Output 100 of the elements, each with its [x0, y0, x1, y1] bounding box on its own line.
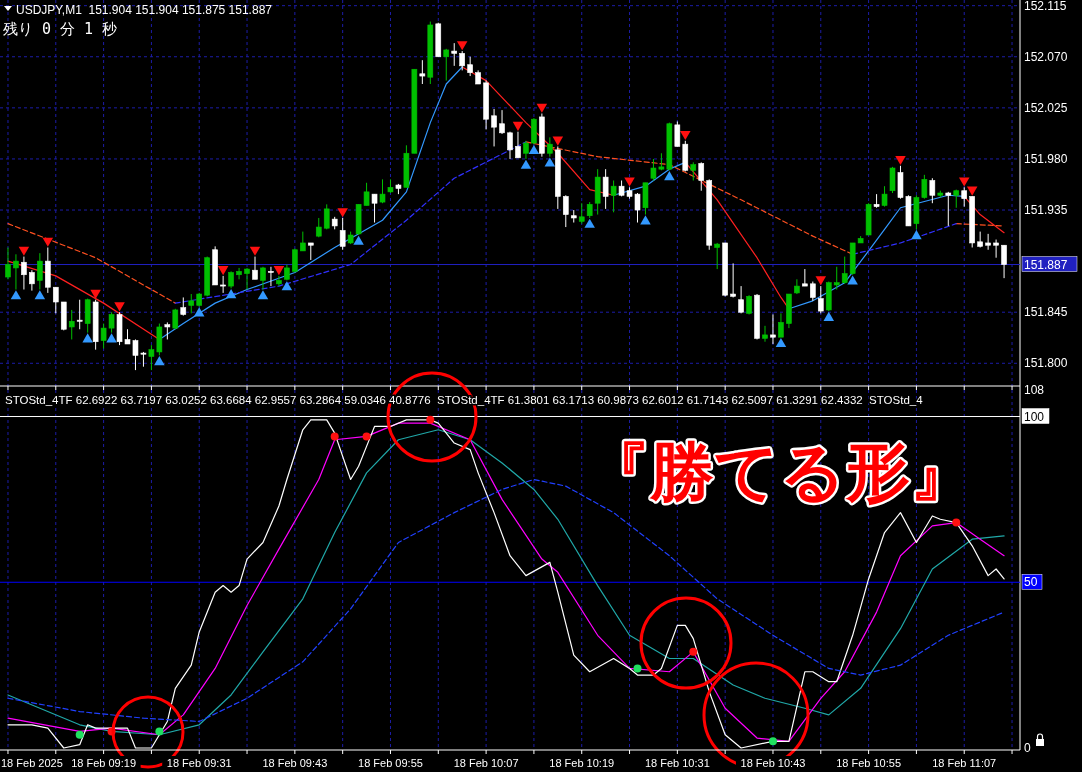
candlestick	[1001, 244, 1007, 279]
y-tick-label: 152.070	[1024, 49, 1068, 64]
candlestick	[491, 108, 497, 147]
candlestick	[714, 242, 720, 270]
x-tick-label: 18 Feb 09:43	[262, 757, 328, 769]
candlestick	[578, 202, 585, 225]
point	[106, 333, 117, 343]
candlestick	[515, 131, 521, 159]
y-tick-label: 151.845	[1024, 305, 1068, 320]
point	[768, 737, 777, 746]
candlestick	[268, 266, 274, 287]
point	[895, 155, 906, 166]
x-tick-label: 18 Feb 11:07	[932, 757, 997, 769]
point	[257, 290, 269, 300]
point	[536, 103, 548, 113]
candlestick	[674, 120, 681, 147]
candlestick	[985, 233, 991, 251]
candlestick	[929, 177, 936, 204]
x-tick-label: 18 Feb 10:55	[836, 757, 902, 769]
candlestick	[29, 269, 35, 292]
point	[337, 208, 348, 218]
candlestick	[610, 180, 617, 213]
candlestick	[833, 266, 840, 290]
x-tick-label: 18 Feb 10:31	[644, 757, 710, 769]
candlestick	[276, 275, 282, 287]
candlestick	[68, 309, 75, 340]
point	[193, 307, 205, 317]
point	[584, 218, 595, 228]
point	[624, 177, 635, 187]
y-tick-label: 152.025	[1024, 100, 1068, 115]
candlestick	[323, 203, 330, 230]
candlestick	[817, 285, 824, 314]
candlestick	[76, 299, 83, 330]
point	[966, 186, 978, 196]
candlestick	[961, 186, 968, 208]
point	[225, 289, 237, 299]
candlestick	[220, 275, 226, 294]
candlestick	[419, 59, 426, 85]
candlestick	[467, 56, 473, 77]
candlestick	[84, 298, 91, 334]
candlestick	[778, 312, 784, 338]
candlestick	[188, 293, 195, 314]
candlestick	[945, 191, 952, 227]
point	[512, 121, 524, 131]
candlestick	[690, 161, 697, 182]
candlestick	[5, 246, 11, 280]
x-tick-label: 18 Feb 09:19	[71, 757, 137, 769]
candlestick	[993, 239, 999, 259]
point	[362, 432, 371, 441]
x-tick-label: 18 Feb 2025	[1, 757, 63, 769]
ref-line-label: 50	[1024, 575, 1038, 590]
y-tick-label: 108	[1024, 383, 1045, 397]
x-tick-label: 18 Feb 09:55	[358, 757, 423, 769]
point	[18, 246, 30, 256]
point	[664, 171, 675, 181]
candlestick	[730, 262, 736, 298]
x-tick-label: 18 Feb 09:31	[166, 757, 232, 769]
candlestick	[180, 296, 187, 317]
candlestick	[499, 109, 505, 135]
candlestick	[762, 325, 768, 343]
ref-line-label: 100	[1024, 409, 1045, 424]
candlestick	[300, 231, 306, 252]
candlestick	[881, 185, 888, 208]
point	[353, 235, 364, 245]
chart-title: USDJPY,M1 151.904 151.904 151.875 151.887	[16, 3, 273, 17]
candlestick	[698, 161, 705, 192]
point	[34, 290, 46, 300]
point	[330, 432, 339, 441]
x-tick-label: 18 Feb 10:19	[549, 757, 615, 769]
candlestick	[443, 48, 450, 82]
point	[10, 290, 22, 300]
candlestick	[21, 256, 27, 290]
y-tick-label: 0	[1024, 741, 1031, 755]
point	[680, 130, 691, 141]
point	[775, 337, 787, 348]
candlestick	[547, 136, 553, 158]
point	[426, 415, 435, 424]
candlestick	[523, 140, 529, 160]
y-tick-label: 152.115	[1024, 0, 1067, 13]
candlestick	[602, 168, 609, 210]
text: 残り 0 分 1 秒	[3, 20, 118, 38]
candlestick	[451, 42, 458, 67]
y-tick-label: 151.935	[1024, 203, 1068, 218]
x-tick-label: 18 Feb 10:43	[740, 757, 806, 769]
candlestick	[13, 253, 19, 290]
candlestick	[841, 256, 848, 285]
candlestick	[770, 313, 776, 345]
point	[456, 41, 468, 51]
point	[155, 727, 164, 736]
point	[689, 647, 698, 656]
candlestick	[236, 267, 242, 280]
point	[249, 246, 261, 256]
candlestick	[52, 286, 59, 314]
point	[847, 275, 858, 285]
candlestick	[889, 166, 896, 194]
point	[823, 311, 835, 321]
candlestick	[371, 193, 378, 224]
candlestick	[507, 131, 513, 160]
y-tick-label: 151.980	[1024, 151, 1068, 166]
candlestick	[531, 117, 537, 145]
